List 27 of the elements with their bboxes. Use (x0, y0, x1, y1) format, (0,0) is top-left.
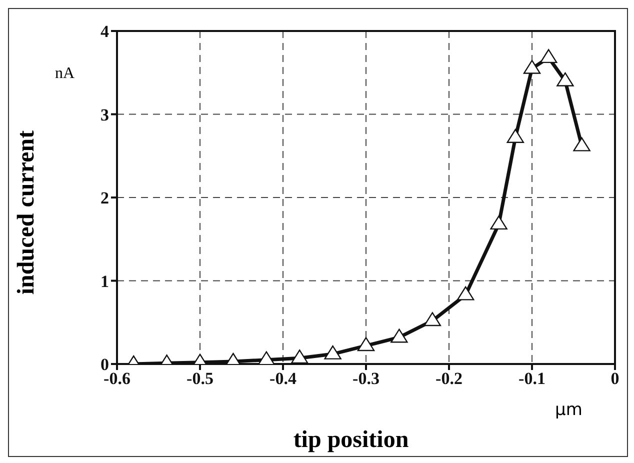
x-axis-title: tip position (292, 427, 410, 454)
point (556, 72, 574, 86)
text: µm (555, 400, 582, 420)
point (490, 216, 508, 230)
y-axis-title: induced current (14, 130, 40, 295)
point (506, 128, 524, 143)
y-tick-label: 2 (100, 188, 109, 208)
point (457, 286, 474, 300)
x-tick-label: -0.4 (270, 369, 297, 388)
y-tick-label: 4 (100, 22, 110, 42)
point (540, 49, 558, 64)
x-tick-label: -0.3 (352, 369, 380, 388)
x-tick-label: -0.5 (186, 369, 214, 388)
text: nA (55, 65, 75, 83)
point (523, 60, 541, 74)
point (357, 337, 375, 352)
point (291, 350, 308, 364)
y-tick-label: 3 (100, 105, 109, 124)
point (324, 345, 342, 360)
x-tick-label: 0 (610, 369, 620, 388)
point (258, 351, 275, 364)
point (424, 312, 441, 326)
x-tick-label: -0.1 (518, 369, 546, 388)
x-tick-label: -0.2 (436, 369, 462, 388)
point (573, 137, 590, 152)
point (390, 328, 408, 343)
y-tick-label: 1 (100, 272, 109, 291)
